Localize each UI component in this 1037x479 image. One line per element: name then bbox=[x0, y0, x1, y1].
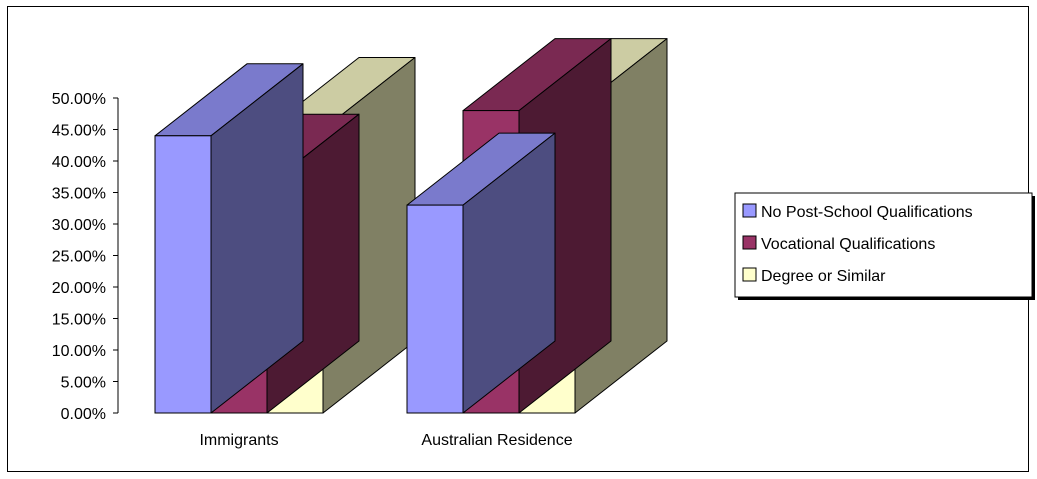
legend-label-vocational-qualifications: Vocational Qualifications bbox=[761, 236, 935, 253]
legend-swatch-no-post-school-qualifications bbox=[742, 203, 757, 218]
y-tick-label: 20.00% bbox=[52, 280, 106, 297]
bar-no-post-school-qualifications-australian-residence bbox=[406, 204, 464, 414]
y-tick-label: 35.00% bbox=[52, 186, 106, 203]
y-tick-label: 50.00% bbox=[52, 91, 106, 108]
y-tick-label: 45.00% bbox=[52, 123, 106, 140]
legend-label-degree-or-similar: Degree or Similar bbox=[761, 268, 886, 285]
y-tick-label: 10.00% bbox=[52, 343, 106, 360]
y-tick-label: 30.00% bbox=[52, 217, 106, 234]
legend-box bbox=[734, 192, 1033, 298]
legend-swatch-vocational-qualifications bbox=[742, 235, 757, 250]
y-tick-label: 25.00% bbox=[52, 249, 106, 266]
y-tick-label: 5.00% bbox=[61, 375, 106, 392]
y-tick-label: 15.00% bbox=[52, 312, 106, 329]
y-tick-label: 0.00% bbox=[61, 406, 106, 423]
x-tick-label: Immigrants bbox=[199, 432, 278, 449]
x-tick-label: Australian Residence bbox=[421, 432, 572, 449]
legend-swatch-degree-or-similar bbox=[742, 267, 757, 282]
bar-no-post-school-qualifications-immigrants bbox=[154, 135, 212, 414]
legend-label-no-post-school-qualifications: No Post-School Qualifications bbox=[761, 204, 973, 221]
y-tick-label: 40.00% bbox=[52, 154, 106, 171]
